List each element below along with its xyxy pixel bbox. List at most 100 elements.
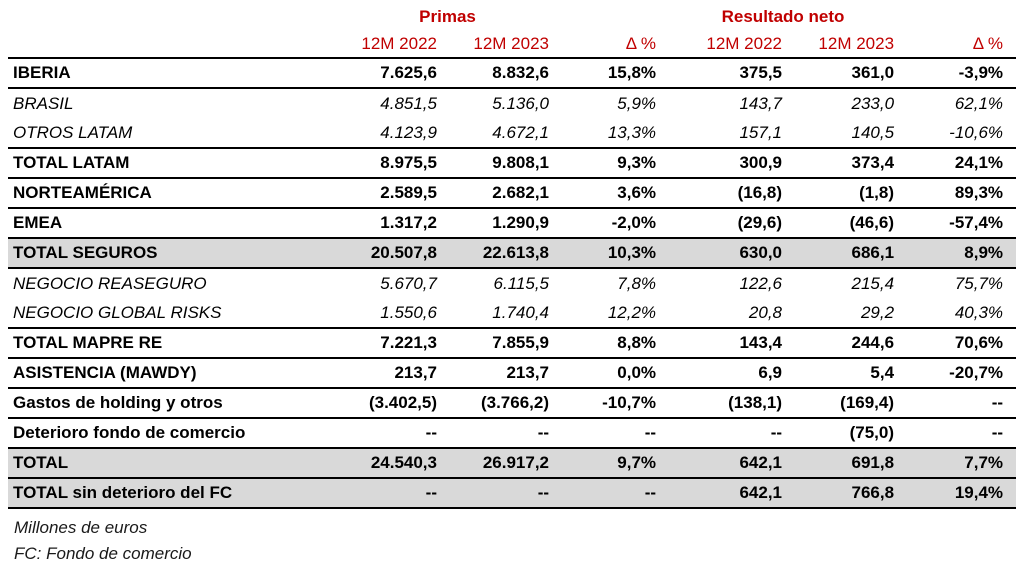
row-label: TOTAL LATAM <box>8 148 338 179</box>
cell-value: 630,0 <box>664 238 791 269</box>
cell-value: 10,3% <box>557 238 665 269</box>
cell-value: -- <box>902 388 1017 419</box>
cell-value: 7.221,3 <box>338 328 445 359</box>
row-label: TOTAL <box>8 448 338 479</box>
cell-value: 89,3% <box>902 178 1017 209</box>
row-label: BRASIL <box>13 93 74 113</box>
table-row: IBERIA 7.625,6 8.832,6 15,8% 375,5 361,0 -3,9% <box>8 58 1017 89</box>
cell-value: -- <box>338 418 445 449</box>
cell-value: 4.851,5 <box>380 93 437 113</box>
cell-value: 1.740,4 <box>445 298 558 329</box>
cell-value: (16,8) <box>664 178 791 209</box>
cell-value: 9.808,1 <box>445 148 558 179</box>
cell-value: 5.670,7 <box>380 273 437 293</box>
cell-value: 233,0 <box>851 93 895 113</box>
row-label: Gastos de holding y otros <box>8 388 338 419</box>
table-row: TOTAL 24.540,3 26.917,2 9,7% 642,1 691,8 7,7% <box>8 448 1017 479</box>
table-body: IBERIA 7.625,6 8.832,6 15,8% 375,5 361,0 -3,9%… <box>8 58 1017 509</box>
table-row: ASISTENCIA (MAWDY) 213,7 213,7 0,0% 6,9 5,4 -2… <box>8 358 1017 389</box>
cell-value: 13,3% <box>557 118 665 149</box>
row-label: TOTAL MAPRE RE <box>8 328 338 359</box>
table-row: TOTAL LATAM 8.975,5 9.808,1 9,3% 300,9 373,4 2… <box>8 148 1017 179</box>
column-header-resultado-12m-2022: 12M 2022 <box>664 30 791 59</box>
cell-value: 20.507,8 <box>338 238 445 269</box>
row-label: NEGOCIO REASEGURO <box>13 273 207 293</box>
column-header-resultado-12m-2023: 12M 2023 <box>790 30 903 59</box>
cell-value: 215,4 <box>851 273 895 293</box>
footnote-units: Millones de euros <box>14 518 148 537</box>
cell-value: 7.855,9 <box>445 328 558 359</box>
cell-value: 24.540,3 <box>338 448 445 479</box>
cell-value: 0,0% <box>557 358 665 389</box>
cell-value: 4.123,9 <box>338 118 445 149</box>
cell-value: 157,1 <box>664 118 791 149</box>
table-row: Gastos de holding y otros (3.402,5) (3.766… <box>8 388 1017 419</box>
table-row: NEGOCIO GLOBAL RISKS 1.550,6 1.740,4 12,2% 2… <box>8 298 1017 329</box>
cell-value: 8,8% <box>557 328 665 359</box>
cell-value: 70,6% <box>902 328 1017 359</box>
cell-value: -3,9% <box>902 58 1017 89</box>
cell-value: 8.832,6 <box>445 58 558 89</box>
cell-value: 642,1 <box>664 478 791 509</box>
cell-value: 143,4 <box>664 328 791 359</box>
cell-value: -10,6% <box>902 118 1017 149</box>
cell-value: 62,1% <box>954 93 1004 113</box>
cell-value: -20,7% <box>902 358 1017 389</box>
footnote-abbreviation: FC: Fondo de comercio <box>14 544 192 563</box>
row-label: NORTEAMÉRICA <box>8 178 338 209</box>
cell-value: -2,0% <box>557 208 665 239</box>
cell-value: (29,6) <box>664 208 791 239</box>
cell-value: (75,0) <box>790 418 903 449</box>
cell-value: 15,8% <box>557 58 665 89</box>
column-header-primas-12m-2022: 12M 2022 <box>338 30 445 59</box>
cell-value: 122,6 <box>739 273 783 293</box>
cell-value: 26.917,2 <box>445 448 558 479</box>
cell-value: -- <box>557 418 665 449</box>
cell-value: 24,1% <box>902 148 1017 179</box>
group-header-primas: Primas <box>419 7 476 26</box>
cell-value: -- <box>338 478 445 509</box>
cell-value: 9,3% <box>557 148 665 179</box>
cell-value: 40,3% <box>902 298 1017 329</box>
row-label: IBERIA <box>8 58 338 89</box>
cell-value: 12,2% <box>557 298 665 329</box>
cell-value: 300,9 <box>664 148 791 179</box>
table-header: Primas Resultado neto 12M 2022 12M 2023 … <box>8 4 1017 59</box>
cell-value: 20,8 <box>664 298 791 329</box>
cell-value: -- <box>445 418 558 449</box>
table-row: OTROS LATAM 4.123,9 4.672,1 13,3% 157,1 140,5… <box>8 118 1017 149</box>
cell-value: 9,7% <box>557 448 665 479</box>
empty-header-cell <box>557 4 664 30</box>
cell-value: 642,1 <box>664 448 791 479</box>
cell-value: 8,9% <box>902 238 1017 269</box>
cell-value: 375,5 <box>664 58 791 89</box>
empty-header-cell <box>902 4 1016 30</box>
cell-value: 5,4 <box>790 358 903 389</box>
row-label: Deterioro fondo de comercio <box>8 418 338 449</box>
cell-value: (1,8) <box>790 178 903 209</box>
cell-value: 373,4 <box>790 148 903 179</box>
group-header-resultado-neto: Resultado neto <box>721 7 845 26</box>
cell-value: 6.115,5 <box>493 273 550 293</box>
cell-value: 213,7 <box>338 358 445 389</box>
group-header-row: Primas Resultado neto <box>8 4 1016 30</box>
row-label: NEGOCIO GLOBAL RISKS <box>8 298 338 329</box>
cell-value: 691,8 <box>790 448 903 479</box>
cell-value: 2.682,1 <box>445 178 558 209</box>
empty-label-header <box>8 30 338 59</box>
cell-value: 6,9 <box>664 358 791 389</box>
empty-corner-cell <box>8 4 338 30</box>
table-row: NEGOCIO REASEGURO 5.670,7 6.115,5 7,8% 122,6… <box>8 268 1016 298</box>
cell-value: 7,7% <box>902 448 1017 479</box>
table-row: TOTAL SEGUROS 20.507,8 22.613,8 10,3% 630,0 6… <box>8 238 1017 269</box>
row-label: ASISTENCIA (MAWDY) <box>8 358 338 389</box>
table-row: Deterioro fondo de comercio -- -- -- -- (75,0… <box>8 418 1017 449</box>
footnotes: Millones de euros FC: Fondo de comercio <box>8 509 1016 563</box>
cell-value: -- <box>557 478 665 509</box>
cell-value: -- <box>664 418 791 449</box>
cell-value: 5,9% <box>617 93 657 113</box>
cell-value: 213,7 <box>445 358 558 389</box>
cell-value: -10,7% <box>557 388 665 419</box>
table-row: TOTAL sin deterioro del FC -- -- -- 642,1 766… <box>8 478 1017 509</box>
